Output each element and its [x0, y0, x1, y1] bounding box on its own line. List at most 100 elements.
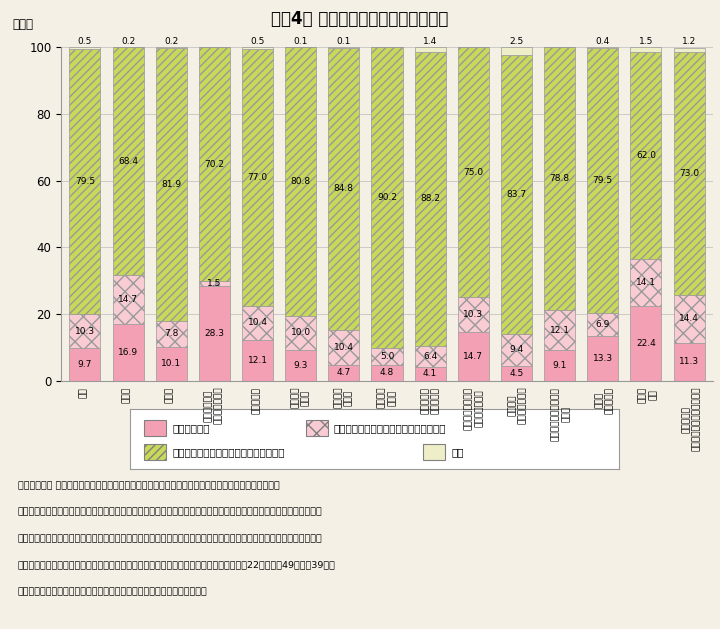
Bar	[328, 365, 359, 381]
Text: 9.4: 9.4	[509, 345, 523, 354]
Bar	[242, 47, 273, 49]
Bar	[112, 324, 143, 381]
Bar	[673, 343, 705, 381]
Text: 1.5: 1.5	[207, 279, 222, 288]
Text: 12.1: 12.1	[248, 356, 268, 365]
Text: 9.1: 9.1	[552, 361, 567, 370]
Bar	[372, 365, 402, 381]
Text: 0.5: 0.5	[78, 37, 92, 46]
Bar	[415, 367, 446, 381]
Bar	[328, 330, 359, 365]
Text: 建設業: 建設業	[122, 387, 131, 403]
Text: 0.1: 0.1	[337, 37, 351, 46]
Text: 規定による年次有給休暇として与えられるものは除く。）。: 規定による年次有給休暇として与えられるものは除く。）。	[18, 587, 208, 596]
Bar	[285, 47, 316, 316]
Text: 0.2: 0.2	[121, 37, 135, 46]
Text: 6.9: 6.9	[595, 320, 610, 329]
Text: 5.0: 5.0	[380, 352, 394, 360]
Bar	[144, 420, 166, 437]
Bar	[544, 47, 575, 310]
Text: 16.9: 16.9	[118, 348, 138, 357]
Text: 88.2: 88.2	[420, 194, 440, 203]
Text: 運輸業、
郵便業: 運輸業、 郵便業	[290, 387, 310, 408]
Bar	[673, 295, 705, 343]
Text: 79.5: 79.5	[75, 177, 95, 186]
Text: 医療、
福祉: 医療、 福祉	[638, 387, 657, 403]
Bar	[199, 281, 230, 286]
Bar	[458, 331, 489, 381]
Text: サービス業
（他に分類されないもの）: サービス業 （他に分類されないもの）	[681, 387, 701, 452]
Text: 総数: 総数	[78, 387, 87, 398]
Bar	[673, 48, 705, 52]
Text: 1.5: 1.5	[639, 37, 653, 46]
Bar	[242, 49, 273, 306]
Text: 73.0: 73.0	[679, 169, 699, 177]
Text: 4.5: 4.5	[509, 369, 523, 377]
Text: 77.0: 77.0	[248, 173, 268, 182]
Text: 0.2: 0.2	[164, 37, 179, 46]
Bar	[544, 310, 575, 350]
Text: 9.3: 9.3	[294, 360, 308, 370]
Text: 62.0: 62.0	[636, 151, 656, 160]
Text: 0.4: 0.4	[595, 37, 610, 46]
Text: 1.2: 1.2	[682, 37, 696, 46]
Bar	[285, 316, 316, 350]
Text: 与えられる休暇のことをいう。有給であるか無給であるかは問わない。また、社内での名称が異なる場合: 与えられる休暇のことをいう。有給であるか無給であるかは問わない。また、社内での名…	[18, 534, 323, 543]
Text: 10.1: 10.1	[161, 359, 181, 368]
Bar	[458, 297, 489, 331]
Text: 10.3: 10.3	[463, 310, 483, 319]
Text: 14.1: 14.1	[636, 278, 656, 287]
Bar	[156, 321, 186, 347]
Bar	[199, 286, 230, 381]
Bar	[415, 52, 446, 345]
Text: 2.5: 2.5	[509, 37, 523, 46]
Text: 金融業、
保険業: 金融業、 保険業	[377, 387, 397, 408]
Text: でも同様の目的で使用できる場合も含む（有給の場合は、労働基準法（昭和22年法律笩49号）笩39条の: でも同様の目的で使用できる場合も含む（有給の場合は、労働基準法（昭和22年法律笩…	[18, 560, 336, 569]
Bar	[199, 47, 230, 281]
Bar	[631, 52, 662, 259]
Text: 4.7: 4.7	[337, 368, 351, 377]
Bar	[631, 259, 662, 306]
Text: 宿泊業、
飲食サービス業: 宿泊業、 飲食サービス業	[508, 387, 527, 425]
Text: （围4） 教育訓練休暇制度の導入状況: （围4） 教育訓練休暇制度の導入状況	[271, 11, 449, 28]
Text: 10.0: 10.0	[291, 328, 311, 337]
Text: 22.4: 22.4	[636, 338, 656, 348]
Bar	[588, 313, 618, 337]
Text: 生活関連サービス業、
娯楽業: 生活関連サービス業、 娯楽業	[551, 387, 570, 440]
Text: 10.3: 10.3	[75, 326, 95, 335]
Text: 6.4: 6.4	[423, 352, 437, 360]
Text: 7.8: 7.8	[164, 330, 179, 338]
Text: （備考）１． 厄生労働省「能力開発基本調査（企業調査）」（令和３（２０２１）年度）より作成。: （備考）１． 厄生労働省「能力開発基本調査（企業調査）」（令和３（２０２１）年度…	[18, 481, 280, 490]
Bar	[501, 334, 532, 365]
Bar	[242, 340, 273, 381]
Text: 83.7: 83.7	[506, 190, 526, 199]
Bar	[631, 306, 662, 381]
Bar	[501, 365, 532, 381]
Bar	[588, 48, 618, 313]
Bar	[544, 350, 575, 381]
Bar	[423, 443, 446, 460]
Text: 70.2: 70.2	[204, 160, 225, 169]
Text: 10.4: 10.4	[334, 343, 354, 352]
Text: 卸売業、
小売業: 卸売業、 小売業	[334, 387, 354, 408]
Bar	[156, 347, 186, 381]
Bar	[415, 47, 446, 52]
Text: 導入していないが、導入を予定している: 導入していないが、導入を予定している	[334, 423, 446, 433]
Text: 導入していないし、導入する予定はない: 導入していないし、導入する予定はない	[172, 447, 284, 457]
Text: 79.5: 79.5	[593, 176, 613, 185]
Text: 68.4: 68.4	[118, 157, 138, 165]
Bar	[69, 47, 101, 49]
Text: 4.1: 4.1	[423, 369, 437, 378]
Bar	[69, 49, 101, 314]
Text: 84.8: 84.8	[334, 184, 354, 193]
Bar	[69, 348, 101, 381]
Bar	[328, 48, 359, 330]
Text: ２．「教育訓練休暇」とは、職業人としての資質の向上その他職業に関する教育訓練を受ける労働者に対して: ２．「教育訓練休暇」とは、職業人としての資質の向上その他職業に関する教育訓練を受…	[18, 508, 323, 516]
Text: 13.3: 13.3	[593, 354, 613, 363]
Text: 81.9: 81.9	[161, 180, 181, 189]
Text: 不動産業、
物品賃貸業: 不動産業、 物品賃貸業	[420, 387, 440, 414]
Text: 80.8: 80.8	[291, 177, 311, 186]
Bar	[156, 48, 186, 321]
Bar	[415, 345, 446, 367]
Bar	[588, 337, 618, 381]
